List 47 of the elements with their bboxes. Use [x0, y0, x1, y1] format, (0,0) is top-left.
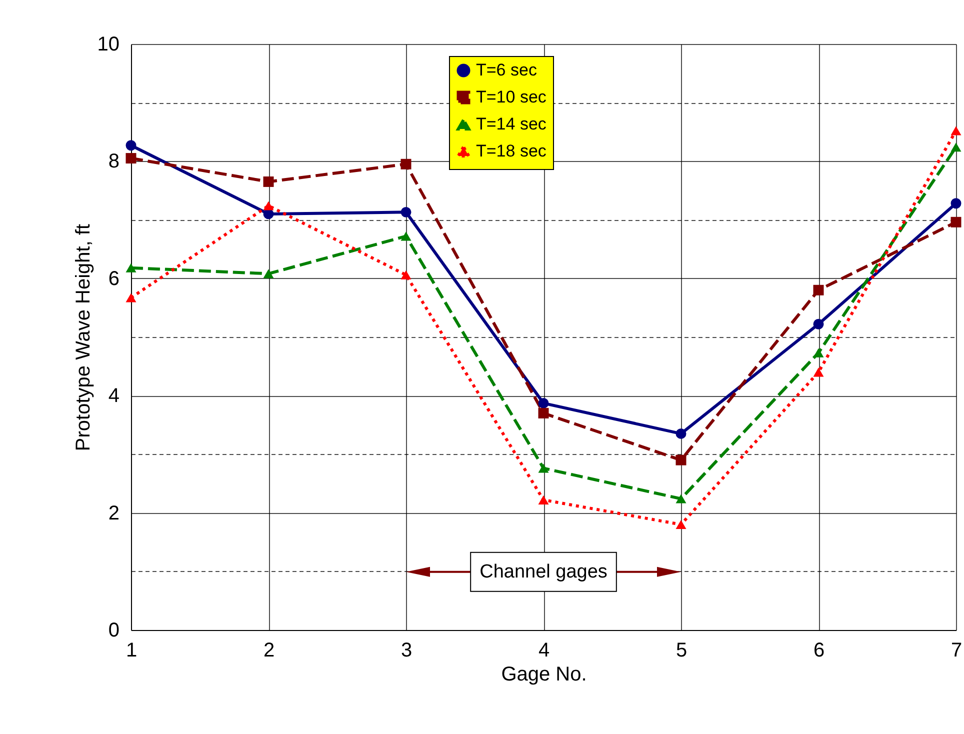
- legend-label: T=18 sec: [476, 142, 547, 160]
- point: [813, 348, 824, 358]
- point: [676, 520, 686, 530]
- point: [538, 408, 549, 418]
- x-tick-label: 7: [950, 640, 962, 662]
- point: [126, 293, 136, 302]
- point: [126, 153, 136, 164]
- annotation: Channel gages: [480, 561, 608, 582]
- point: [400, 232, 412, 241]
- point: [813, 284, 824, 296]
- point: [676, 494, 686, 504]
- y-tick-label: 0: [108, 620, 120, 642]
- legend-label: T=10 sec: [476, 88, 547, 106]
- point: [813, 368, 824, 377]
- x-tick-label: 5: [676, 640, 688, 662]
- point: [950, 216, 962, 228]
- x-tick-label: 4: [538, 640, 550, 662]
- point: [400, 206, 412, 218]
- point: [676, 428, 686, 439]
- point: [950, 142, 962, 152]
- point: [950, 126, 962, 136]
- x-tick-label: 1: [126, 640, 138, 662]
- x-tick-label: 6: [813, 640, 825, 662]
- point: [400, 270, 412, 280]
- y-tick-label: 2: [108, 502, 120, 524]
- legend-label: T=14 sec: [476, 114, 547, 134]
- point: [676, 454, 686, 466]
- point: [263, 176, 274, 187]
- x-tick-label: 3: [400, 640, 412, 662]
- point: [400, 158, 412, 170]
- x-tick-label: 2: [263, 640, 275, 662]
- point: [538, 398, 549, 408]
- legend-label: T=6 sec: [476, 60, 538, 80]
- point: [126, 263, 136, 272]
- y-axis-title: Prototype Wave Height, ft: [72, 223, 94, 452]
- y-tick-label: 10: [97, 34, 120, 56]
- x-axis-title: Gage No.: [501, 664, 587, 686]
- point: [263, 269, 274, 278]
- y-tick-label: 6: [108, 268, 120, 290]
- point: [950, 198, 962, 209]
- point: [263, 201, 274, 210]
- y-tick-label: 4: [108, 385, 120, 408]
- point: [538, 495, 549, 504]
- point: [538, 464, 549, 473]
- point: [813, 318, 824, 330]
- y-tick-label: 8: [108, 150, 120, 173]
- point: [126, 140, 136, 151]
